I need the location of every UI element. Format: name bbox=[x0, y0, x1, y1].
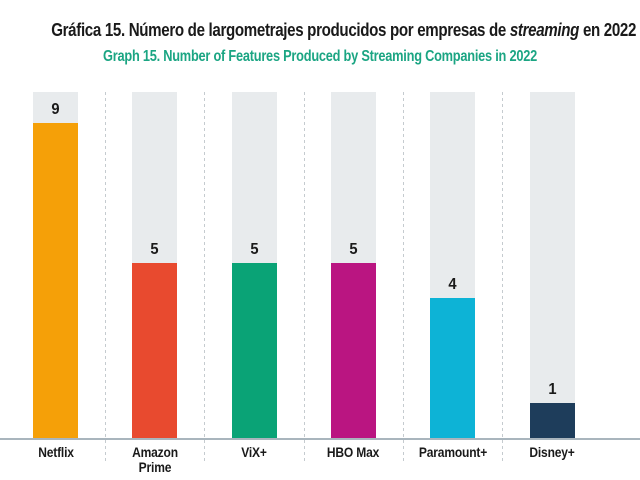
bar-track-disney bbox=[529, 92, 575, 438]
category-label-hbo-max: HBO Max bbox=[327, 444, 380, 460]
value-label-netflix: 9 bbox=[51, 101, 60, 118]
category-label-vix: ViX+ bbox=[241, 444, 267, 460]
column-separator bbox=[303, 92, 305, 462]
bar-netflix bbox=[33, 123, 78, 438]
bar-disney bbox=[529, 403, 575, 438]
category-label-amazon-prime: Amazon Prime bbox=[131, 444, 178, 475]
title-es-suffix: en 2022 bbox=[579, 20, 637, 40]
chart-title-spanish: Gráfica 15. Número de largometrajes prod… bbox=[51, 20, 636, 41]
title-es-italic-word: streaming bbox=[509, 20, 580, 40]
bar-amazon-prime bbox=[132, 263, 178, 438]
chart-title-english: Graph 15. Number of Features Produced by… bbox=[103, 48, 537, 65]
column-separator bbox=[105, 92, 107, 462]
category-label-netflix: Netflix bbox=[37, 444, 74, 460]
bar-vix bbox=[231, 263, 277, 438]
bar-hbo-max bbox=[330, 263, 376, 438]
value-label-hbo-max: 5 bbox=[349, 241, 358, 258]
title-es-prefix: Gráfica 15. Número de largometrajes prod… bbox=[51, 20, 510, 40]
column-separator bbox=[204, 92, 206, 462]
bar-paramount bbox=[430, 298, 476, 438]
value-label-vix: 5 bbox=[249, 241, 259, 258]
x-axis-baseline bbox=[0, 438, 640, 440]
value-label-amazon-prime: 5 bbox=[150, 241, 159, 258]
chart-header: Gráfica 15. Número de largometrajes prod… bbox=[0, 20, 640, 66]
column-separator bbox=[502, 92, 504, 462]
value-label-paramount: 4 bbox=[448, 276, 457, 293]
category-label-disney: Disney+ bbox=[529, 444, 575, 460]
column-separator bbox=[403, 92, 405, 462]
value-label-disney: 1 bbox=[547, 381, 557, 398]
category-label-paramount: Paramount+ bbox=[418, 444, 487, 460]
